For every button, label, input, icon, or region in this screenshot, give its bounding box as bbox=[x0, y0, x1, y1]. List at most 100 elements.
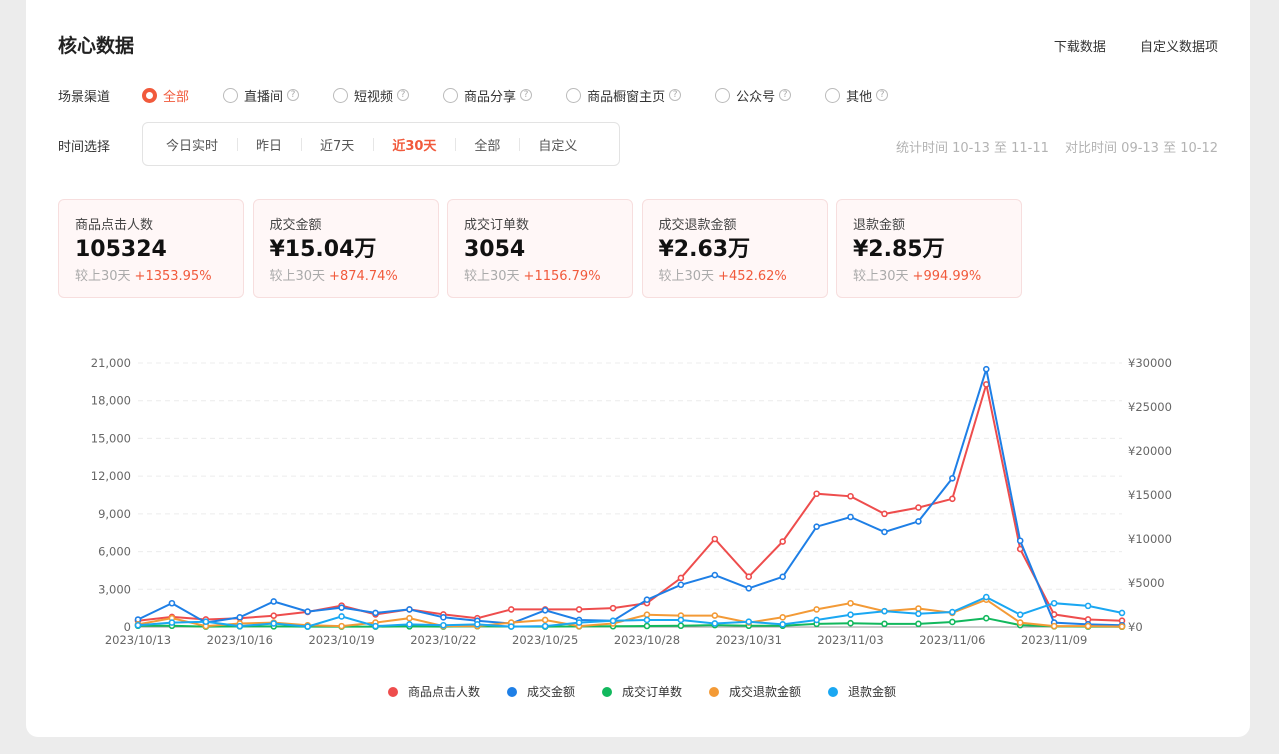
legend-label[interactable]: 成交金额 bbox=[527, 684, 575, 699]
data-point[interactable] bbox=[406, 621, 413, 628]
radio-icon[interactable] bbox=[825, 87, 841, 103]
data-point[interactable] bbox=[847, 619, 854, 627]
data-point[interactable] bbox=[711, 535, 719, 543]
help-icon[interactable]: ? bbox=[397, 89, 410, 101]
data-point[interactable] bbox=[236, 614, 244, 621]
data-point[interactable] bbox=[236, 622, 244, 630]
data-point[interactable] bbox=[643, 611, 651, 618]
data-point[interactable] bbox=[1050, 599, 1058, 607]
data-point[interactable] bbox=[541, 606, 549, 614]
data-point[interactable] bbox=[1016, 611, 1024, 618]
legend-marker[interactable] bbox=[709, 687, 719, 697]
data-point[interactable] bbox=[338, 622, 345, 630]
data-point[interactable] bbox=[949, 608, 956, 616]
data-point[interactable] bbox=[1016, 537, 1024, 545]
data-point[interactable] bbox=[372, 609, 379, 617]
kpi-card[interactable]: 商品点击人数 105324 较上30天 +1353.95% bbox=[58, 199, 244, 298]
data-point[interactable] bbox=[813, 490, 820, 498]
data-point[interactable] bbox=[406, 614, 413, 622]
data-point[interactable] bbox=[643, 596, 651, 604]
data-point[interactable] bbox=[202, 618, 210, 626]
help-icon[interactable]: ? bbox=[876, 89, 889, 101]
data-point[interactable] bbox=[881, 528, 888, 536]
data-point[interactable] bbox=[745, 584, 753, 592]
data-point[interactable] bbox=[507, 623, 515, 630]
data-point[interactable] bbox=[677, 622, 685, 630]
data-point[interactable] bbox=[847, 599, 854, 607]
data-point[interactable] bbox=[982, 593, 990, 601]
data-point[interactable] bbox=[915, 605, 922, 612]
legend-marker[interactable] bbox=[828, 687, 838, 697]
kpi-card[interactable]: 成交订单数 3054 较上30天 +1156.79% bbox=[447, 199, 633, 298]
data-point[interactable] bbox=[270, 620, 278, 627]
data-point[interactable] bbox=[779, 573, 786, 581]
channel-option[interactable]: 全部 bbox=[142, 85, 189, 105]
legend-label[interactable]: 成交订单数 bbox=[622, 684, 682, 699]
help-icon[interactable]: ? bbox=[669, 89, 682, 101]
data-point[interactable] bbox=[406, 606, 413, 613]
channel-option[interactable]: 直播间? bbox=[223, 85, 300, 105]
data-point[interactable] bbox=[270, 598, 278, 605]
radio-icon[interactable] bbox=[333, 87, 349, 103]
data-point[interactable] bbox=[711, 612, 719, 619]
data-point[interactable] bbox=[338, 613, 345, 620]
time-option[interactable]: 近30天 bbox=[373, 135, 455, 154]
data-point[interactable] bbox=[677, 581, 685, 589]
radio-icon[interactable] bbox=[142, 87, 157, 103]
data-point[interactable] bbox=[304, 623, 311, 630]
channel-option[interactable]: 其他? bbox=[825, 85, 889, 105]
time-option[interactable]: 近7天 bbox=[301, 135, 373, 154]
data-point[interactable] bbox=[949, 618, 956, 626]
data-point[interactable] bbox=[847, 513, 854, 521]
data-point[interactable] bbox=[847, 492, 854, 500]
data-point[interactable] bbox=[338, 604, 345, 611]
data-point[interactable] bbox=[982, 365, 990, 373]
data-point[interactable] bbox=[847, 611, 854, 618]
data-point[interactable] bbox=[1118, 623, 1126, 630]
time-option[interactable]: 今日实时 bbox=[166, 138, 219, 154]
data-point[interactable] bbox=[915, 518, 922, 525]
data-point[interactable] bbox=[711, 620, 719, 627]
data-point[interactable] bbox=[915, 504, 922, 511]
kpi-card[interactable]: 成交退款金额 ¥2.63万 较上30天 +452.62% bbox=[641, 199, 828, 298]
data-point[interactable] bbox=[881, 620, 888, 628]
data-point[interactable] bbox=[1084, 622, 1092, 630]
kpi-card[interactable]: 成交金额 ¥15.04万 较上30天 +874.74% bbox=[252, 199, 439, 298]
data-point[interactable] bbox=[1016, 619, 1024, 626]
radio-icon[interactable] bbox=[566, 87, 582, 103]
data-point[interactable] bbox=[677, 574, 685, 582]
data-point[interactable] bbox=[677, 616, 685, 624]
data-point[interactable] bbox=[643, 622, 651, 630]
data-point[interactable] bbox=[745, 573, 753, 581]
legend-label[interactable]: 商品点击人数 bbox=[408, 684, 480, 699]
data-point[interactable] bbox=[134, 621, 142, 629]
legend-marker[interactable] bbox=[602, 687, 612, 697]
legend-label[interactable]: 成交退款金额 bbox=[729, 684, 801, 699]
data-point[interactable] bbox=[541, 616, 549, 624]
data-point[interactable] bbox=[779, 538, 786, 545]
kpi-card[interactable]: 退款金额 ¥2.85万 较上30天 +994.99% bbox=[836, 199, 1022, 298]
download-data-link[interactable]: 下载数据 bbox=[1053, 40, 1106, 55]
data-point[interactable] bbox=[711, 571, 719, 579]
data-point[interactable] bbox=[304, 608, 311, 615]
legend-label[interactable]: 退款金额 bbox=[848, 684, 896, 699]
data-point[interactable] bbox=[881, 607, 888, 615]
data-point[interactable] bbox=[609, 617, 617, 625]
data-point[interactable] bbox=[1050, 622, 1058, 630]
data-point[interactable] bbox=[474, 621, 481, 628]
data-point[interactable] bbox=[779, 614, 786, 621]
data-point[interactable] bbox=[575, 606, 583, 613]
data-point[interactable] bbox=[949, 495, 956, 503]
channel-option[interactable]: 商品分享? bbox=[443, 85, 533, 105]
time-option[interactable]: 昨日 bbox=[237, 135, 301, 154]
time-option[interactable]: 全部 bbox=[455, 135, 519, 154]
data-point[interactable] bbox=[813, 523, 820, 530]
data-point[interactable] bbox=[541, 622, 549, 630]
data-point[interactable] bbox=[881, 510, 888, 518]
help-icon[interactable]: ? bbox=[287, 89, 300, 101]
radio-icon[interactable] bbox=[223, 87, 239, 103]
data-point[interactable] bbox=[813, 616, 820, 624]
data-point[interactable] bbox=[372, 622, 379, 630]
data-point[interactable] bbox=[779, 621, 786, 628]
time-option[interactable]: 自定义 bbox=[519, 135, 596, 154]
